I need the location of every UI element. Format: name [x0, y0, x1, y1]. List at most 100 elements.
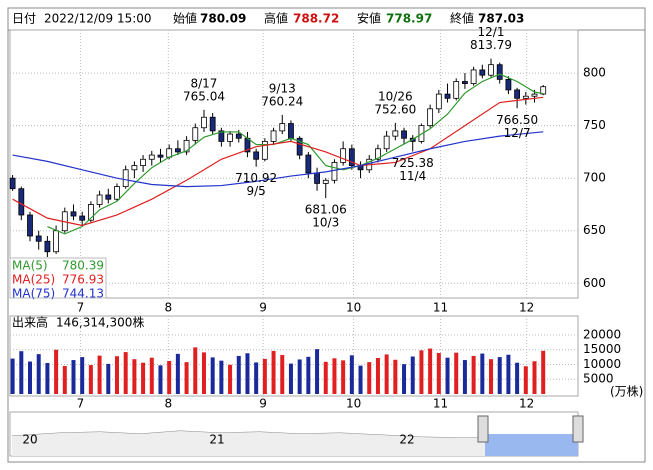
volume-bar	[445, 357, 450, 394]
candle-body	[131, 165, 138, 171]
volume-bar	[402, 364, 407, 394]
volume-unit: (万株)	[610, 384, 643, 399]
ma-line	[47, 73, 544, 235]
volume-bar	[358, 365, 363, 394]
volume-bar	[228, 364, 233, 394]
volume-bar	[471, 355, 476, 394]
volume-bar	[236, 355, 241, 394]
x-tick-label: 8	[164, 397, 172, 411]
volume-bar	[141, 362, 146, 394]
y-tick-label: 700	[583, 171, 606, 185]
volume-bar	[306, 356, 311, 394]
open-label: 始値	[173, 11, 197, 26]
candle-body	[27, 214, 33, 237]
low-label: 安値	[357, 11, 381, 26]
candle-body	[279, 123, 286, 132]
candle-body	[288, 123, 294, 139]
close-label: 終値	[450, 11, 474, 26]
y-tick-label: 750	[583, 118, 606, 132]
candle-body	[522, 95, 529, 99]
volume-bar	[54, 349, 59, 394]
volume-bar	[62, 365, 67, 394]
volume-bar	[297, 359, 302, 394]
volume-bar	[367, 362, 372, 394]
candle-body	[114, 186, 120, 200]
candle-body	[305, 154, 312, 174]
candle-body	[401, 130, 407, 139]
volume-bar	[280, 355, 285, 394]
x-tick-label: 10	[346, 301, 361, 315]
legend-value: 744.13	[62, 287, 104, 301]
volume-bar	[262, 358, 267, 394]
annotation-date: 10/26	[378, 89, 413, 103]
volume-bar	[10, 358, 15, 394]
volume-bar	[123, 352, 128, 394]
volume-bar	[132, 359, 137, 394]
y-tick-label: 10000	[583, 357, 621, 371]
volume-title: 出来高	[12, 315, 48, 330]
volume-bar	[97, 355, 102, 394]
y-tick-label: 5000	[583, 372, 614, 386]
low-value: 778.97	[386, 12, 432, 26]
annotation-value: 813.79	[470, 38, 512, 52]
annotation-value: 752.60	[374, 102, 416, 116]
candle-body	[44, 240, 51, 253]
candle-body	[201, 116, 207, 129]
annotation-value: 765.04	[183, 89, 225, 103]
candle-body	[235, 133, 242, 139]
navigator-window	[485, 434, 578, 456]
x-tick-label: 9	[259, 301, 267, 315]
volume-bar	[288, 363, 293, 394]
candle-body	[392, 130, 399, 137]
volume-bar	[158, 365, 163, 394]
volume-total: 146,314,300株	[56, 315, 144, 330]
volume-bar	[184, 362, 189, 394]
legend-value: 776.93	[62, 273, 104, 287]
volume-bar	[106, 363, 111, 394]
annotation-value: 766.50	[496, 113, 538, 127]
annotation-date: 9/13	[269, 81, 296, 95]
y-tick-label: 15000	[583, 342, 621, 356]
y-tick-label: 650	[583, 223, 606, 237]
x-tick-label: 11	[433, 301, 448, 315]
volume-bar	[88, 365, 93, 394]
candle-body	[209, 116, 216, 132]
x-tick-label: 11	[433, 397, 448, 411]
navigator-handle[interactable]	[572, 415, 584, 443]
navigator-label: 21	[209, 433, 224, 447]
candle-body	[531, 93, 538, 97]
close-value: 787.03	[478, 12, 524, 26]
candle-body	[35, 235, 42, 242]
candle-body	[53, 230, 60, 253]
candle-body	[427, 108, 434, 127]
x-tick-label: 12	[519, 301, 534, 315]
volume-bar	[489, 359, 494, 394]
navigator-handle[interactable]	[477, 415, 489, 443]
volume-bar	[497, 357, 502, 394]
navigator-area	[12, 431, 485, 456]
candle-body	[218, 130, 225, 142]
candle-body	[87, 204, 94, 221]
volume-bar	[219, 360, 224, 394]
candle-body	[383, 135, 390, 150]
y-tick-label: 20000	[583, 327, 621, 341]
volume-bar	[80, 357, 85, 394]
legend-name: MA(5)	[12, 259, 48, 273]
candle-body	[314, 172, 320, 184]
candle-body	[9, 177, 16, 190]
candle-body	[322, 179, 329, 184]
ma-line	[12, 96, 544, 227]
candle-body	[148, 154, 155, 160]
volume-bar	[167, 360, 172, 394]
high-label: 高値	[264, 11, 288, 26]
candle-body	[70, 211, 77, 217]
volume-bar	[114, 356, 119, 394]
candle-body	[435, 93, 442, 110]
candle-body	[348, 148, 355, 166]
volume-bar	[254, 362, 259, 394]
candle-body	[270, 130, 277, 142]
candle-body	[192, 127, 199, 141]
candle-body	[444, 93, 451, 99]
volume-bar	[462, 360, 467, 394]
navigator-label: 20	[22, 433, 37, 447]
